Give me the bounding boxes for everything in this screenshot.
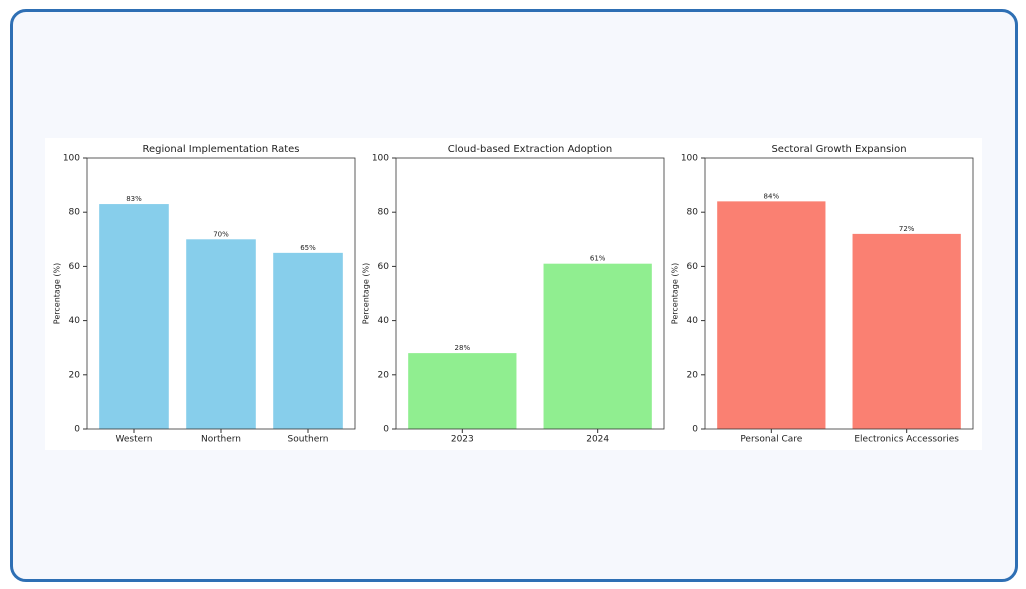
value-label: 61% [590,255,606,263]
y-tick-label: 20 [69,370,81,380]
chart-title: Cloud-based Extraction Adoption [448,144,612,155]
y-axis-label: Percentage (%) [362,263,371,324]
value-label: 83% [126,195,142,203]
y-tick-label: 80 [687,208,699,218]
y-tick-label: 60 [69,262,81,272]
value-label: 84% [764,192,780,200]
chart-title: Regional Implementation Rates [142,144,299,155]
y-tick-label: 100 [372,154,389,164]
value-label: 70% [213,230,229,238]
x-tick-label: Northern [201,435,241,445]
y-tick-label: 0 [383,425,389,435]
bar [99,204,169,429]
y-tick-label: 80 [378,208,390,218]
y-tick-label: 80 [69,208,81,218]
x-tick-label: Personal Care [740,435,802,445]
axes-frame [395,157,665,430]
y-tick-label: 60 [378,262,390,272]
value-label: 28% [455,344,471,352]
x-tick-label: 2024 [586,435,609,445]
y-tick-label: 0 [74,425,80,435]
bar [186,239,256,429]
y-axis-label: Percentage (%) [53,263,62,324]
y-tick-label: 40 [687,316,699,326]
bar [543,263,652,429]
bar [408,353,517,429]
x-tick-label: Electronics Accessories [854,435,959,445]
chart-title: Sectoral Growth Expansion [771,144,906,155]
y-tick-label: 40 [378,316,390,326]
value-label: 65% [300,244,316,252]
bar [717,201,826,429]
y-tick-label: 100 [63,154,80,164]
y-tick-label: 100 [681,154,698,164]
y-tick-label: 20 [378,370,390,380]
y-tick-label: 20 [687,370,699,380]
y-tick-label: 0 [692,425,698,435]
x-tick-label: Southern [288,435,329,445]
y-tick-label: 60 [687,262,699,272]
x-tick-label: 2023 [451,435,474,445]
y-tick-label: 40 [69,316,81,326]
axes-frame [704,157,974,430]
bar [852,233,961,429]
axes-frame [86,157,356,430]
y-axis-label: Percentage (%) [671,263,680,324]
value-label: 72% [899,225,915,233]
x-tick-label: Western [116,435,153,445]
bar [273,252,343,429]
